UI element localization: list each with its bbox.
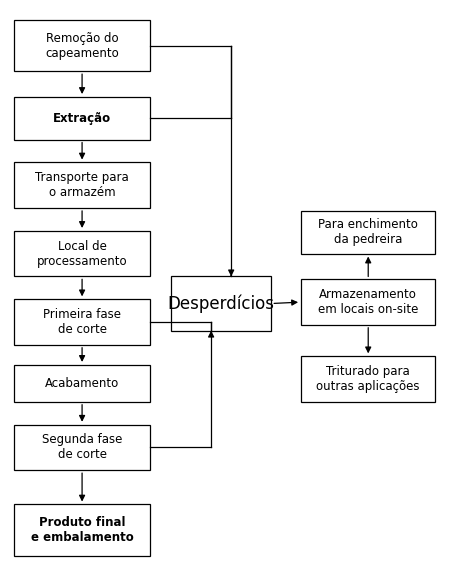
FancyBboxPatch shape	[14, 231, 150, 276]
Text: Extração: Extração	[53, 112, 111, 125]
FancyBboxPatch shape	[14, 299, 150, 345]
FancyBboxPatch shape	[14, 425, 150, 470]
Text: Para enchimento
da pedreira: Para enchimento da pedreira	[318, 218, 417, 246]
Text: Desperdícios: Desperdícios	[167, 294, 274, 313]
FancyBboxPatch shape	[171, 276, 271, 331]
FancyBboxPatch shape	[300, 211, 435, 254]
FancyBboxPatch shape	[14, 97, 150, 140]
FancyBboxPatch shape	[14, 504, 150, 556]
Text: Triturado para
outras aplicações: Triturado para outras aplicações	[316, 365, 419, 393]
Text: Segunda fase
de corte: Segunda fase de corte	[42, 433, 122, 462]
FancyBboxPatch shape	[14, 20, 150, 71]
Text: Local de
processamento: Local de processamento	[37, 239, 127, 268]
FancyBboxPatch shape	[14, 162, 150, 208]
FancyBboxPatch shape	[300, 279, 435, 325]
FancyBboxPatch shape	[14, 365, 150, 402]
Text: Remoção do
capeamento: Remoção do capeamento	[45, 31, 119, 60]
Text: Armazenamento
em locais on-site: Armazenamento em locais on-site	[317, 288, 418, 316]
Text: Produto final
e embalamento: Produto final e embalamento	[30, 516, 133, 544]
Text: Transporte para
o armazém: Transporte para o armazém	[35, 171, 129, 200]
FancyBboxPatch shape	[300, 356, 435, 402]
Text: Primeira fase
de corte: Primeira fase de corte	[43, 308, 121, 336]
Text: Acabamento: Acabamento	[45, 377, 119, 390]
